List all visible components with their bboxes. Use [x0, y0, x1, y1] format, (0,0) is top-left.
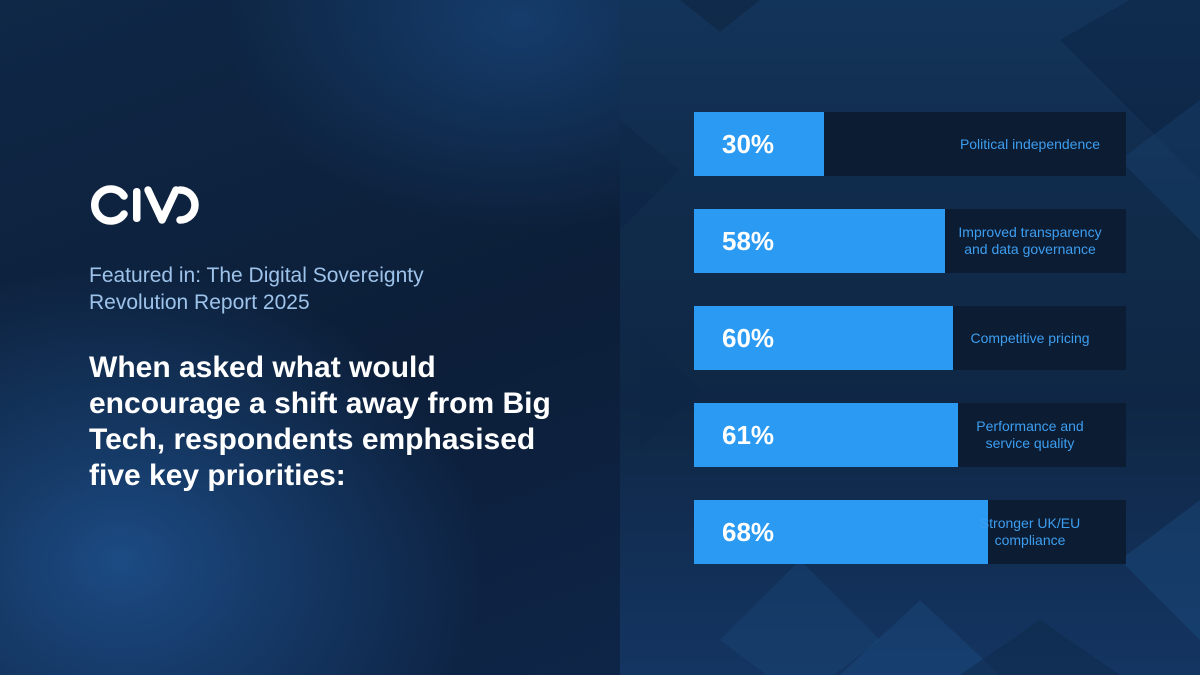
- bar-value-label: 60%: [722, 323, 775, 353]
- bar-category-label: Political independence: [959, 135, 1101, 152]
- bar: [694, 209, 945, 273]
- headline: When asked what would encourage a shift …: [89, 351, 551, 492]
- bar-category-label: Improved transparency and data governanc…: [958, 224, 1102, 257]
- priorities-bar-chart: 30% Political independence 58% Improved tra…: [694, 112, 1126, 564]
- bar-value-label: 61%: [722, 420, 775, 450]
- bar-value-label: 68%: [722, 517, 775, 547]
- bar: [694, 306, 954, 370]
- diamond-pattern-decoration: [620, 0, 1200, 675]
- bar-row: 61% Performance and service quality: [694, 403, 1126, 467]
- report-featured-label: Featured in: The Digital Sovereignty Rev…: [89, 264, 424, 314]
- bar-category-label: Competitive pricing: [970, 329, 1090, 346]
- bar: [694, 403, 958, 467]
- civo-logo: [88, 183, 210, 232]
- bar-row: 58% Improved transparency and data govern…: [694, 209, 1126, 273]
- bar-row: 68% Stronger UK/EU compliance: [694, 500, 1126, 564]
- bar-value-label: 58%: [722, 226, 775, 256]
- bar: [694, 500, 988, 564]
- bar-category-label: Stronger UK/EU compliance: [979, 515, 1081, 548]
- bar-category-label: Performance and service quality: [976, 418, 1084, 451]
- bar-value-label: 30%: [722, 129, 775, 159]
- bar: [694, 112, 824, 176]
- bar-row: 60% Competitive pricing: [694, 306, 1126, 370]
- bar-row: 30% Political independence: [694, 112, 1126, 176]
